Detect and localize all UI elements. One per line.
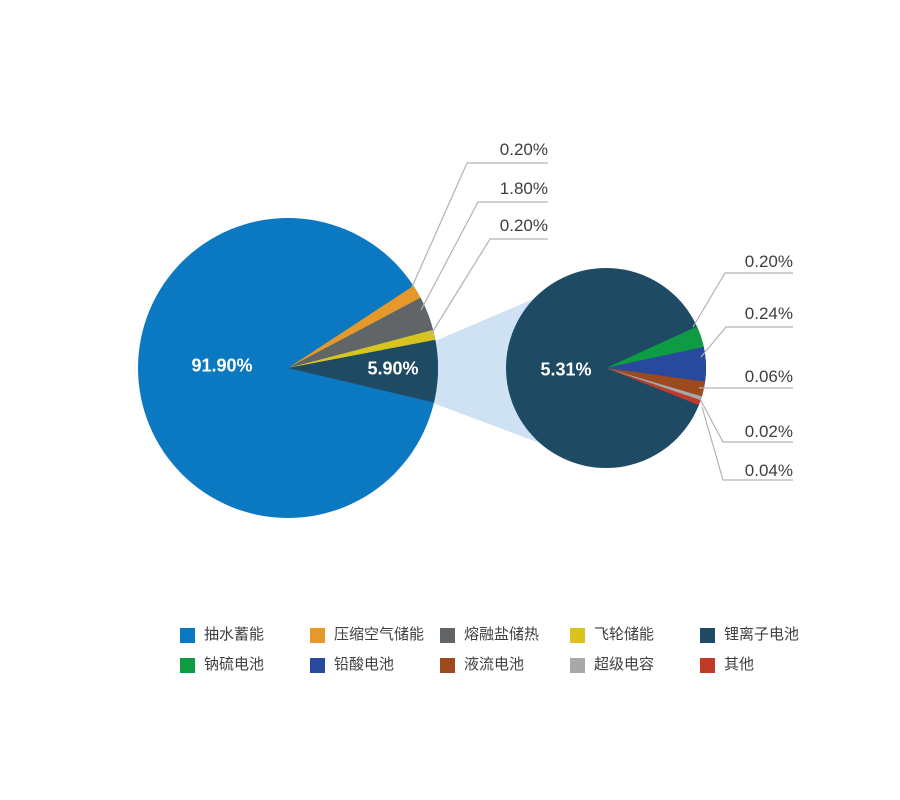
legend-label: 超级电容 <box>594 656 655 673</box>
legend-item-other: 其他 <box>700 657 754 673</box>
legend-swatch <box>180 657 195 673</box>
legend-label: 锂离子电池 <box>724 626 800 643</box>
pie-slice-熔融盐储热 <box>288 297 434 368</box>
pie-slice-飞轮储能 <box>288 329 436 368</box>
legend-swatch <box>440 657 455 673</box>
callout-label-flywheel: 0.20% <box>499 216 548 235</box>
legend-label: 钠硫电池 <box>204 656 265 673</box>
legend: 抽水蓄能 压缩空气储能 熔融盐储热 飞轮储能 锂离子电池 钠硫电池 <box>180 627 799 687</box>
legend-label: 液流电池 <box>464 656 525 673</box>
legend-swatch <box>310 657 325 673</box>
legend-item-lead-acid: 铅酸电池 <box>310 657 440 673</box>
legend-item-flow-battery: 液流电池 <box>440 657 570 673</box>
legend-swatch <box>180 627 195 643</box>
legend-swatch <box>700 657 715 673</box>
legend-item-lithium-ion: 锂离子电池 <box>700 627 799 643</box>
pie-slice-钠硫电池 <box>606 326 704 368</box>
pie-slice-铅酸电池 <box>606 347 707 382</box>
callout-label-supercapacitor: 0.02% <box>744 422 793 441</box>
pie-slice-超级电容 <box>606 368 702 401</box>
legend-swatch <box>700 627 715 643</box>
leader-line <box>701 406 793 481</box>
leader-lines <box>411 162 793 481</box>
legend-label: 压缩空气储能 <box>334 626 425 643</box>
leader-line <box>429 238 548 337</box>
legend-item-molten-salt: 熔融盐储热 <box>440 627 570 643</box>
leader-line <box>411 162 548 288</box>
callout-label-sodium-sulfur: 0.20% <box>744 252 793 271</box>
secondary-main-slice-label: 5.31% <box>540 359 592 380</box>
legend-swatch <box>570 627 585 643</box>
primary-main-slice-label: 91.90% <box>191 355 253 376</box>
leader-line <box>692 272 793 328</box>
legend-label: 铅酸电池 <box>334 656 395 673</box>
primary-group-slice-label: 5.90% <box>367 358 419 379</box>
pie-slice-其他 <box>606 368 701 406</box>
leader-line <box>699 398 793 443</box>
legend-swatch <box>440 627 455 643</box>
callout-label-other: 0.04% <box>744 461 793 480</box>
legend-item-sodium-sulfur: 钠硫电池 <box>180 657 310 673</box>
legend-label: 抽水蓄能 <box>204 626 265 643</box>
legend-swatch <box>310 627 325 643</box>
legend-item-compressed-air: 压缩空气储能 <box>310 627 440 643</box>
legend-row: 抽水蓄能 压缩空气储能 熔融盐储热 飞轮储能 锂离子电池 <box>180 627 799 643</box>
legend-label: 飞轮储能 <box>594 626 655 643</box>
legend-label: 其他 <box>724 656 755 673</box>
legend-item-flywheel: 飞轮储能 <box>570 627 700 643</box>
leader-line <box>420 201 548 311</box>
callout-label-compressed-air: 0.20% <box>499 140 548 159</box>
legend-label: 熔融盐储热 <box>464 626 540 643</box>
leader-line <box>700 326 793 358</box>
secondary-pie <box>506 268 707 468</box>
callout-label-flow-battery: 0.06% <box>744 367 793 386</box>
pie-slice-压缩空气储能 <box>288 285 421 368</box>
primary-pie <box>138 218 438 518</box>
pie-slice-液流电池 <box>606 368 706 397</box>
legend-item-supercapacitor: 超级电容 <box>570 657 700 673</box>
legend-item-pumped-hydro: 抽水蓄能 <box>180 627 310 643</box>
callout-label-lead-acid: 0.24% <box>744 304 793 323</box>
callout-label-molten-salt: 1.80% <box>499 179 548 198</box>
pie-slice-锂离子电池 <box>288 339 438 403</box>
legend-row: 钠硫电池 铅酸电池 液流电池 超级电容 其他 <box>180 657 799 673</box>
legend-swatch <box>570 657 585 673</box>
